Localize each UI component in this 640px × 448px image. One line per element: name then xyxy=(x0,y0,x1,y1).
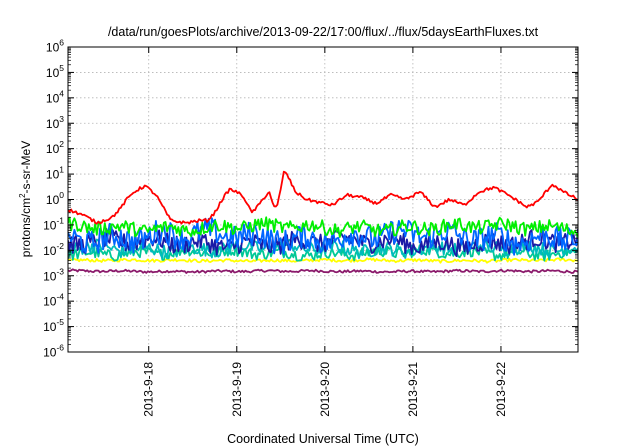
y-tick-base: 10 xyxy=(43,320,57,334)
y-tick-base: 10 xyxy=(46,168,60,182)
y-tick-label: 10-1 xyxy=(43,215,64,232)
y-tick-exp: 6 xyxy=(59,38,64,48)
y-tick-base: 10 xyxy=(46,91,60,105)
y-tick-label: 10-3 xyxy=(43,266,64,283)
y-tick-exp: 3 xyxy=(59,114,64,124)
y-tick-base: 10 xyxy=(43,346,57,360)
y-tick-label: 101 xyxy=(46,165,64,182)
x-tick-label: 2013-9-20 xyxy=(318,362,332,417)
series-line xyxy=(68,217,578,256)
y-tick-label: 102 xyxy=(46,139,64,156)
y-label-pre: protons/cm xyxy=(19,198,33,257)
y-tick-label: 10-6 xyxy=(43,343,64,360)
y-tick-base: 10 xyxy=(46,117,60,131)
y-tick-label: 104 xyxy=(46,88,64,105)
y-tick-base: 10 xyxy=(46,41,60,55)
y-tick-base: 10 xyxy=(46,66,60,80)
y-tick-exp: -6 xyxy=(56,343,64,353)
x-tick-label: 2013-9-19 xyxy=(230,362,244,417)
y-tick-exp: -1 xyxy=(56,215,64,225)
y-label-sup: 2 xyxy=(18,193,27,198)
y-tick-exp: 4 xyxy=(59,88,64,98)
series-line xyxy=(68,170,578,225)
y-axis-label: protons/cm2-s-sr-MeV xyxy=(18,141,33,257)
series-line xyxy=(68,216,578,238)
y-tick-exp: 2 xyxy=(59,139,64,149)
y-tick-label: 10-5 xyxy=(43,317,64,334)
x-tick-label: 2013-9-18 xyxy=(142,362,156,417)
series-line xyxy=(68,257,578,264)
y-tick-label: 10-2 xyxy=(43,241,64,258)
y-tick-base: 10 xyxy=(43,244,57,258)
y-tick-exp: -4 xyxy=(56,292,64,302)
y-tick-exp: 1 xyxy=(59,165,64,175)
y-axis-ticks: 10-610-510-410-310-210-11001011021031041… xyxy=(43,38,578,360)
x-tick-label: 2013-9-21 xyxy=(406,362,420,417)
y-tick-base: 10 xyxy=(46,193,60,207)
y-tick-label: 100 xyxy=(46,190,64,207)
y-tick-exp: 0 xyxy=(59,190,64,200)
y-tick-label: 103 xyxy=(46,114,64,131)
y-tick-base: 10 xyxy=(43,218,57,232)
chart-title: /data/run/goesPlots/archive/2013-09-22/1… xyxy=(108,25,539,39)
y-tick-exp: -3 xyxy=(56,266,64,276)
y-tick-exp: 5 xyxy=(59,63,64,73)
y-tick-exp: -2 xyxy=(56,241,64,251)
y-tick-base: 10 xyxy=(43,295,57,309)
plot-frame xyxy=(67,46,579,353)
y-tick-exp: -5 xyxy=(56,317,64,327)
x-axis-label: Coordinated Universal Time (UTC) xyxy=(227,432,419,446)
x-tick-label: 2013-9-22 xyxy=(494,362,508,417)
y-tick-label: 10-4 xyxy=(43,292,64,309)
x-axis-ticks: 2013-9-18 2013-9-19 2013-9-20 2013-9-21 2013… xyxy=(142,47,508,417)
series-lines xyxy=(68,170,578,274)
y-label-post: -s-sr-MeV xyxy=(19,141,33,194)
y-tick-base: 10 xyxy=(43,269,57,283)
series-line xyxy=(68,268,578,274)
grid xyxy=(68,47,578,352)
y-tick-base: 10 xyxy=(46,142,60,156)
y-tick-label: 105 xyxy=(46,63,64,80)
y-tick-label: 106 xyxy=(46,38,64,55)
